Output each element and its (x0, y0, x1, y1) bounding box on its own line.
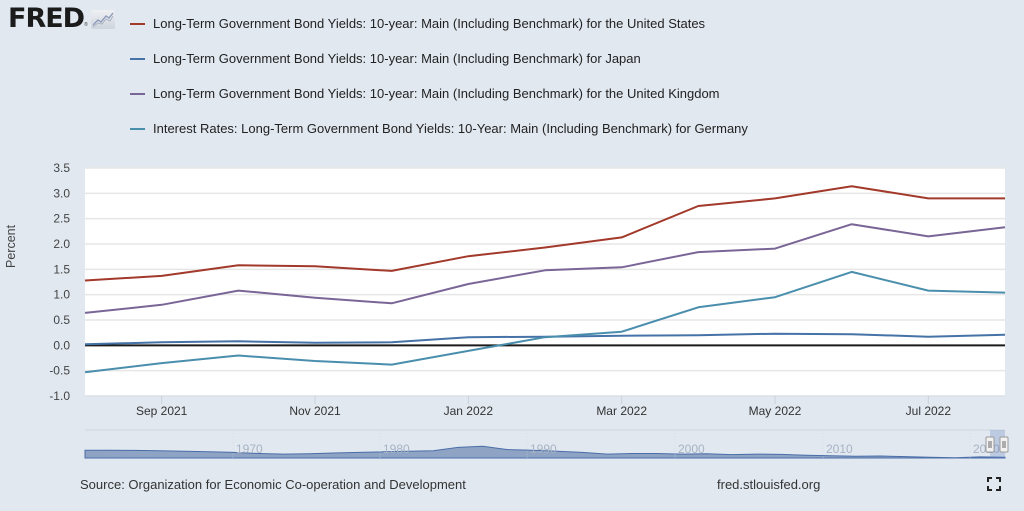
chart-legend: Long-Term Government Bond Yields: 10-yea… (130, 6, 748, 146)
series-line-germany (84, 270, 1006, 374)
legend-item-japan[interactable]: Long-Term Government Bond Yields: 10-yea… (130, 41, 748, 76)
legend-swatch (130, 127, 145, 130)
legend-item-germany[interactable]: Interest Rates: Long-Term Government Bon… (130, 111, 748, 146)
y-tick-label: -0.5 (49, 364, 70, 378)
legend-item-uk[interactable]: Long-Term Government Bond Yields: 10-yea… (130, 76, 748, 111)
navigator-area (84, 445, 1006, 459)
y-tick-label: 1.0 (53, 288, 70, 302)
x-tick-label: Jan 2022 (444, 404, 494, 418)
navigator-handle-right[interactable] (999, 436, 1009, 453)
legend-swatch (130, 92, 145, 95)
x-tick-label: Nov 2021 (289, 404, 341, 418)
legend-item-us[interactable]: Long-Term Government Bond Yields: 10-yea… (130, 6, 748, 41)
site-link[interactable]: fred.stlouisfed.org (717, 477, 821, 492)
legend-label: Long-Term Government Bond Yields: 10-yea… (153, 86, 720, 101)
logo-text: FRED (8, 3, 85, 34)
navigator-year-label: 1990 (530, 442, 557, 456)
navigator-year-label: 1980 (383, 442, 410, 456)
x-tick-label: Jul 2022 (906, 404, 952, 418)
source-text: Source: Organization for Economic Co-ope… (80, 477, 466, 492)
legend-swatch (130, 22, 145, 25)
navigator-year-label: 1970 (236, 442, 263, 456)
x-tick-label: May 2022 (749, 404, 802, 418)
navigator-handle-left[interactable] (985, 436, 995, 453)
y-tick-label: 0.0 (53, 338, 70, 352)
y-tick-label: 0.5 (53, 313, 70, 327)
y-tick-label: 3.0 (53, 186, 70, 200)
x-tick-label: Mar 2022 (596, 404, 647, 418)
x-tick-label: Sep 2021 (136, 404, 188, 418)
line-chart[interactable]: 3.5 3.0 2.5 2.0 1.5 1.0 0.5 0.0 -0.5 -1.0 Sep 202… (0, 150, 1024, 470)
navigator-year-label: 2010 (826, 442, 853, 456)
y-tick-label: -1.0 (49, 389, 70, 403)
legend-label: Interest Rates: Long-Term Government Bon… (153, 121, 748, 136)
series-line-united-states (84, 185, 1005, 282)
legend-label: Long-Term Government Bond Yields: 10-yea… (153, 51, 641, 66)
y-tick-label: 1.5 (53, 262, 70, 276)
line-graph-icon (90, 9, 115, 29)
legend-label: Long-Term Government Bond Yields: 10-yea… (153, 16, 706, 31)
legend-swatch (130, 57, 145, 60)
y-tick-label: 2.0 (53, 237, 70, 251)
fullscreen-icon[interactable] (987, 477, 1001, 491)
logo-registered: ® (84, 22, 88, 28)
plot-area (85, 168, 1005, 396)
navigator-year-label: 2000 (678, 442, 705, 456)
y-tick-label: 3.5 (53, 161, 70, 175)
fred-logo[interactable]: FRED ® (8, 4, 115, 34)
y-tick-label: 2.5 (53, 212, 70, 226)
series-line-united-kingdom (84, 223, 1006, 314)
